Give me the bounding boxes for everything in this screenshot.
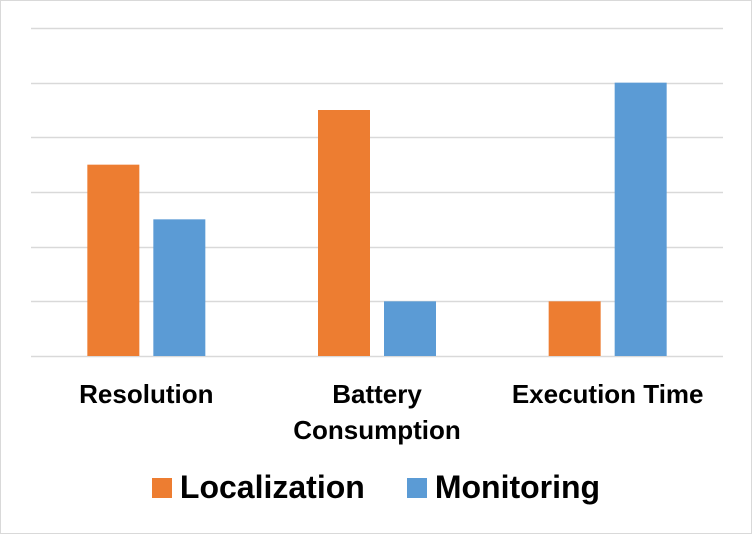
bar-monitoring-1 [384, 301, 436, 356]
legend: Localization Monitoring [1, 469, 751, 506]
legend-swatch-localization [151, 477, 172, 498]
legend-item-monitoring: Monitoring [406, 469, 601, 506]
legend-item-localization: Localization [151, 469, 365, 506]
x-tick-label-1: Battery Consumption [293, 379, 461, 445]
bar-monitoring-0 [153, 219, 206, 356]
bar-monitoring-2 [614, 82, 667, 357]
legend-label-localization: Localization [179, 469, 365, 505]
bar-chart: Resolution Battery Consumption Execution Ti… [31, 27, 723, 445]
legend-label-monitoring: Monitoring [434, 469, 601, 505]
bar-localization-0 [87, 164, 140, 356]
x-tick-label-2: Execution Time [512, 379, 704, 409]
bar-localization-1 [318, 110, 370, 356]
x-tick-label-0: Resolution [79, 379, 213, 409]
legend-swatch-monitoring [406, 477, 427, 498]
bar-localization-2 [548, 301, 601, 356]
